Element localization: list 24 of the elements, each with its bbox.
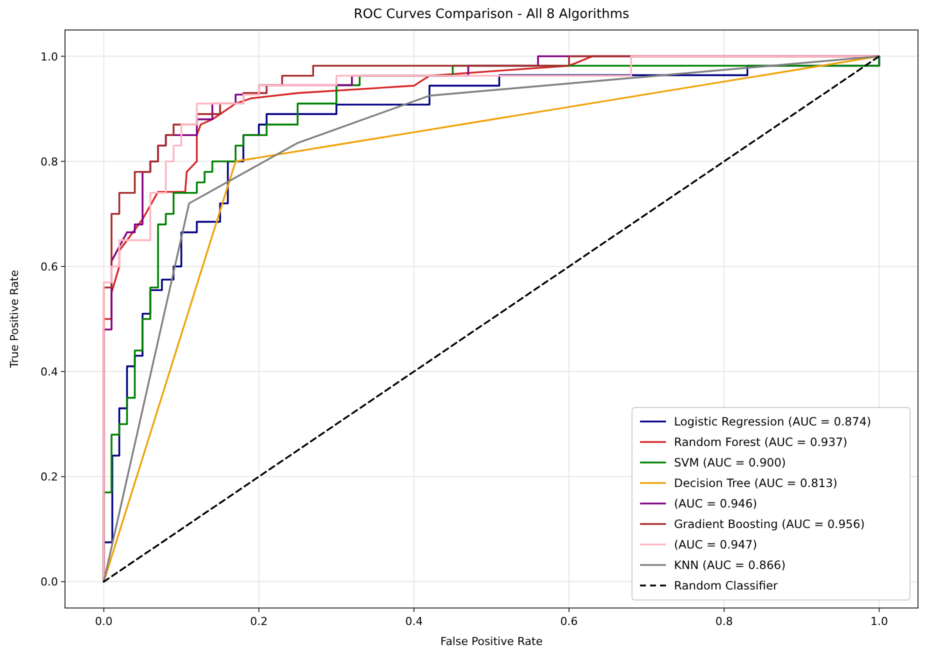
y-tick-label: 1.0 <box>40 50 58 64</box>
x-tick-label: 0.2 <box>250 615 268 628</box>
x-axis-title: False Positive Rate <box>440 635 543 648</box>
legend-label: KNN (AUC = 0.866) <box>674 558 786 572</box>
chart-title: ROC Curves Comparison - All 8 Algorithms <box>354 7 630 22</box>
y-tick-label: 0.8 <box>40 155 58 168</box>
x-tick-label: 0.0 <box>95 615 113 628</box>
x-tick-label: 1.0 <box>870 615 888 628</box>
legend-label: (AUC = 0.947) <box>674 538 758 552</box>
y-tick-label: 0.4 <box>40 366 58 379</box>
legend-label: Random Classifier <box>674 578 778 592</box>
legend-label: Decision Tree (AUC = 0.813) <box>674 476 838 490</box>
x-tick-label: 0.8 <box>715 615 733 628</box>
legend-label: SVM (AUC = 0.900) <box>674 456 786 470</box>
y-axis-title: True Positive Rate <box>8 270 21 369</box>
legend-label: Gradient Boosting (AUC = 0.956) <box>674 517 865 531</box>
legend-label: (AUC = 0.946) <box>674 496 758 510</box>
legend-label: Random Forest (AUC = 0.937) <box>674 435 848 449</box>
y-tick-label: 0.0 <box>40 576 58 589</box>
y-tick-label: 0.2 <box>40 470 58 484</box>
x-tick-label: 0.6 <box>560 615 578 628</box>
legend-label: Logistic Regression (AUC = 0.874) <box>674 414 872 428</box>
x-tick-label: 0.4 <box>405 615 423 628</box>
y-tick-label: 0.6 <box>40 260 58 274</box>
